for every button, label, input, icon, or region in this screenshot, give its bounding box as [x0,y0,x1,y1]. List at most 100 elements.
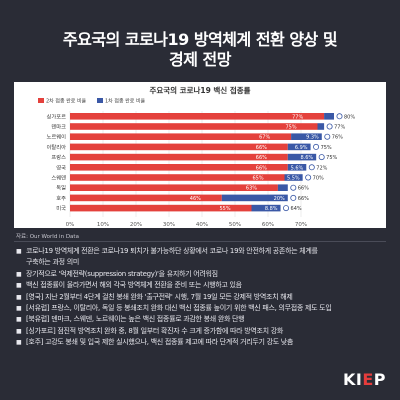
bar-label-first-dose: 9.3% [306,135,319,141]
bar-first-dose [287,143,311,151]
bar-second-dose [70,133,292,140]
x-tick-label: 20% [130,222,142,228]
bar-first-dose [324,113,334,120]
category-label: 프랑스 [51,154,66,161]
legend-swatch-first-dose [97,98,103,103]
vaccination-bar-chart: 2차 접종 완료 비율 1차 접종 완료 비율 0% 10% 20% 30% 40% 50% 6… [38,98,355,228]
x-tick-label: 10% [97,222,109,228]
bar-second-dose [70,113,325,120]
total-label: 75% [321,145,332,151]
bullet-text: 장기적으로 '억제전략(suppression strategy)'을 유지하기… [26,269,218,278]
bar-label-second-dose: 63% [246,186,257,192]
total-label: 77% [334,125,345,131]
bar-label-second-dose: 55% [220,206,231,212]
bar-first-dose [221,194,288,202]
bullet-list: ■ 코로나19 방역체계 전환은 코로나19 퇴치가 불가능하단 상황에서 코로나… [16,246,384,349]
total-marker [318,154,325,161]
x-tick-label: 0% [66,222,75,228]
bullet-mark: ■ [16,316,22,324]
bullet-text: 백신 접종률이 올라가면서 해외 각국 방역체계 전환을 준비 또는 시행하고 … [26,281,242,290]
total-label: 66% [298,186,309,192]
bar-first-dose [284,174,303,181]
category-label: 미국 [56,204,66,212]
bar-second-dose [70,184,278,191]
bullet-item: ■ 코로나19 방역체계 전환은 코로나19 퇴치가 불가능하단 상황에서 코로나… [16,246,384,257]
bullet-item: ■ [영국] 지난 2월부터 4단계 걸친 봉쇄 완화 '출구전략' 시행, 7월… [16,292,384,303]
category-label: 스웨덴 [51,174,66,182]
total-marker [305,174,312,181]
bar-label-first-dose: 20% [274,196,285,202]
legend-label-second-dose: 2차 접종 완료 비율 [46,98,87,105]
bar-first-dose [291,133,322,140]
bar-first-dose [287,164,307,171]
x-tick-label: 60% [262,222,274,228]
bar-label-second-dose: 46% [190,196,201,202]
bar-second-dose [70,164,288,171]
total-label: 64% [291,206,302,212]
x-tick-label: 40% [196,222,208,228]
bar-second-dose [70,143,288,151]
bar-label-first-dose: 6.9% [295,145,308,151]
total-marker [308,164,315,171]
bullet-mark: ■ [16,270,22,278]
chart-card: 주요국의 코로나19 백신 접종률 2차 접종 완료 비율 1차 접종 완료 비율… [14,82,386,228]
bullet-item: ■ [호주] 고강도 봉쇄 및 입국 제한 실시했으나, 백신 접종률 제고에 따… [16,337,384,348]
bullet-mark: ■ [16,248,22,255]
category-label: 이탈리아 [47,143,67,151]
x-tick-label: 70% [295,222,307,228]
bar-label-second-dose: 66% [256,145,267,151]
divider [14,241,386,242]
total-marker [283,205,290,212]
bullet-text: [북유럽] 덴마크, 스웨덴, 노르웨이는 높은 백신 접종률로 과감한 봉쇄 … [26,315,245,324]
bar-label-first-dose: 8.8% [265,206,278,212]
bar-second-dose [70,204,252,212]
bullet-mark [16,257,26,268]
bullet-text: 코로나19 방역체계 전환은 코로나19 퇴치가 불가능하단 상황에서 코로나 … [26,247,318,255]
total-label: 70% [313,176,324,182]
total-label: 66% [298,196,309,202]
total-marker [313,143,320,150]
bar-second-dose [70,153,288,161]
bullet-item: ■ [서유럽] 프랑스, 이탈리아, 독일 등 봉쇄조치 완화 대신 백신 접종률… [16,303,384,314]
title-line-1: 주요국의 코로나19 방역체계 전환 양상 및 [62,30,338,49]
bar-label-second-dose: 66% [256,155,267,161]
bullet-text: [영국] 지난 2월부터 4단계 걸친 봉쇄 완화 '출구전략' 시행, 7월 … [26,292,293,301]
category-label: 독일 [56,184,66,192]
bar-label-first-dose: 5.5% [287,176,300,182]
bullet-text: [싱가포르] 점진적 방역조치 완화 중, 8월 일부터 확진자 수 크게 증가… [26,326,284,335]
total-marker [290,194,297,201]
bar-label-second-dose: 66% [256,165,267,171]
page-title: 주요국의 코로나19 방역체계 전환 양상 및 경제 전망 [0,30,400,70]
bar-label-second-dose: 67% [259,135,270,141]
legend-swatch-second-dose [38,98,44,103]
total-label: 72% [316,165,327,171]
bar-second-dose [70,174,285,181]
total-marker [336,113,343,120]
kiep-logo: KIEP [342,370,386,389]
bullet-text: [호주] 고강도 봉쇄 및 입국 제한 실시했으나, 백신 접종률 제고에 따라… [26,338,294,347]
total-marker [290,184,297,191]
bar-label-second-dose: 65% [253,176,264,182]
bar-second-dose [70,123,318,130]
category-label: 노르웨이 [47,133,67,141]
bullet-mark: ■ [16,293,22,301]
category-label: 싱가포르 [47,112,67,120]
bar-label-first-dose: 5.6% [291,165,304,171]
bar-second-dose [70,194,222,202]
bar-label-second-dose: 77% [292,114,303,120]
total-marker [326,123,333,130]
total-label: 76% [332,135,343,141]
bullet-mark: ■ [16,339,22,347]
bullet-item: ■ [싱가포르] 점진적 방역조치 완화 중, 8월 일부터 확진자 수 크게 증… [16,326,384,337]
bullet-item: ■ 장기적으로 '억제전략(suppression strategy)'을 유지하… [16,269,384,280]
bar-first-dose [317,123,325,130]
total-marker [324,133,331,140]
bar-label-first-dose: 8.6% [300,155,313,161]
total-label: 75% [326,155,337,161]
bar-first-dose [287,153,317,161]
bullet-item: ■ 백신 접종률이 올라가면서 해외 각국 방역체계 전환을 준비 또는 시행하고… [16,280,384,291]
category-label: 호주 [56,195,66,202]
bullet-item: 구축하는 과정 의미 [16,257,384,268]
legend-label-first-dose: 1차 접종 완료 비율 [105,98,146,105]
bullet-text: [서유럽] 프랑스, 이탈리아, 독일 등 봉쇄조치 완화 대신 백신 접종률 … [26,304,332,313]
